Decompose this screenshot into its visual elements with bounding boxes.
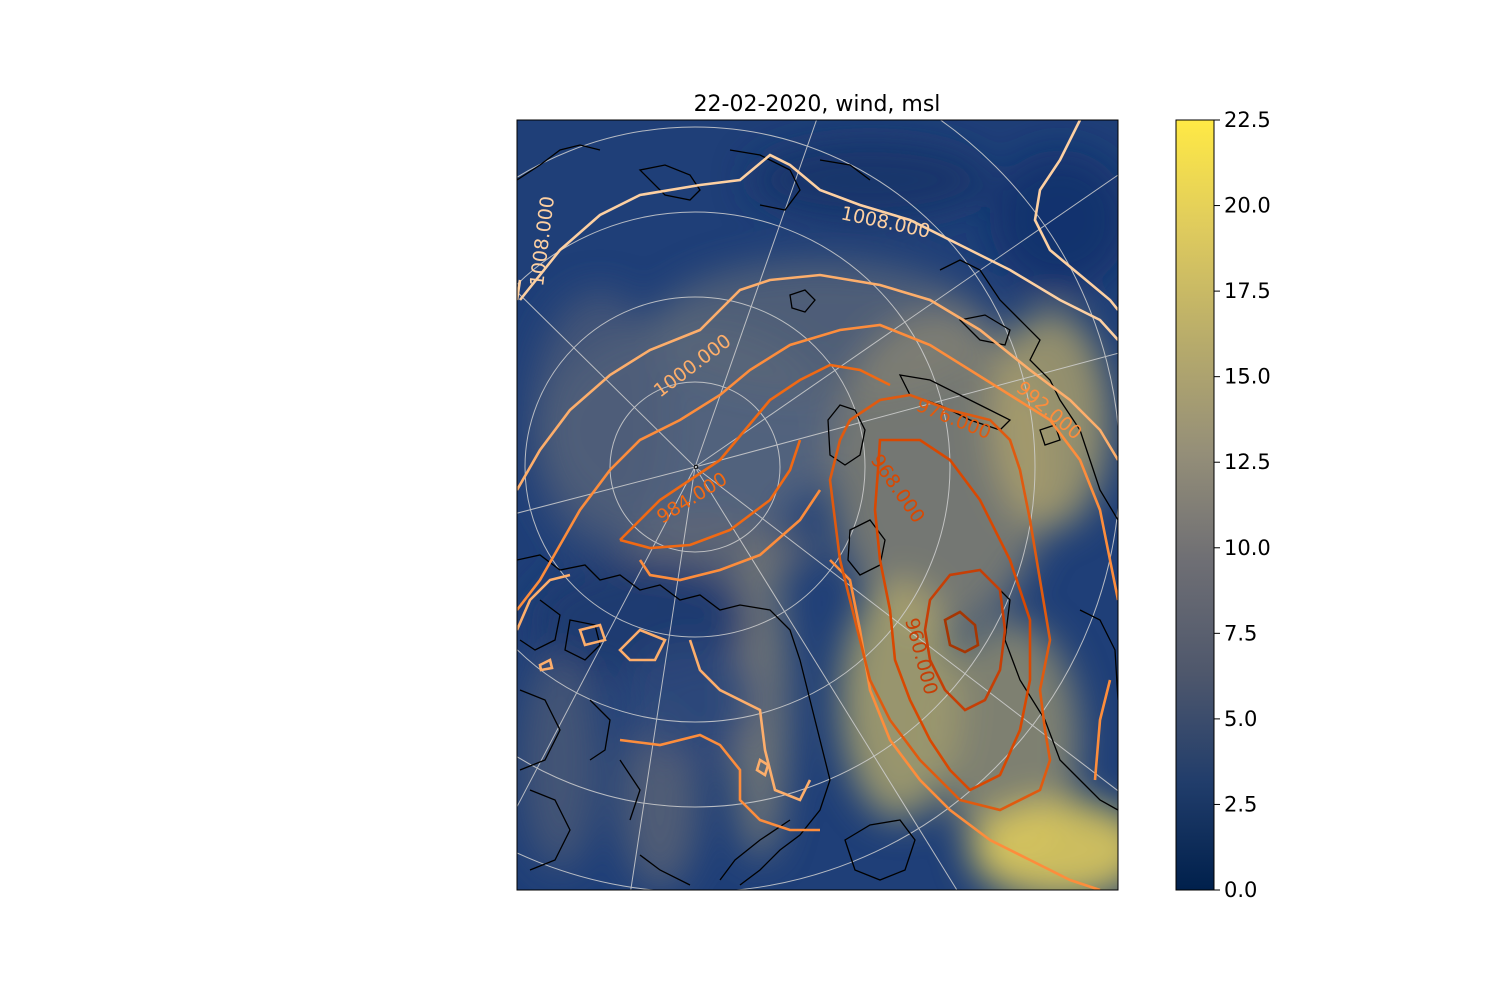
- colorbar-tick-label: 12.5: [1224, 450, 1271, 474]
- colorbar-tick-label: 7.5: [1224, 621, 1257, 645]
- colorbar-tick-label: 20.0: [1224, 194, 1271, 218]
- colorbar-gradient: [1176, 120, 1214, 890]
- colorbar-ticks: 0.0 2.5 5.0 7.5 10.0 12.5 15.0 17.5 20.0 22.5: [1214, 108, 1271, 902]
- colorbar-tick-label: 10.0: [1224, 536, 1271, 560]
- map-panel: 1008.000 1008.000 1000.000 984.000 976.0…: [270, 42, 1150, 900]
- colorbar-tick-label: 15.0: [1224, 365, 1271, 389]
- colorbar: 0.0 2.5 5.0 7.5 10.0 12.5 15.0 17.5 20.0 22.5: [1176, 108, 1271, 902]
- map-title: 22-02-2020, wind, msl: [694, 92, 941, 117]
- colorbar-tick-label: 22.5: [1224, 108, 1271, 132]
- colorbar-tick-label: 2.5: [1224, 792, 1257, 816]
- colorbar-tick-label: 0.0: [1224, 878, 1257, 902]
- colorbar-tick-label: 5.0: [1224, 707, 1257, 731]
- colorbar-tick-label: 17.5: [1224, 279, 1271, 303]
